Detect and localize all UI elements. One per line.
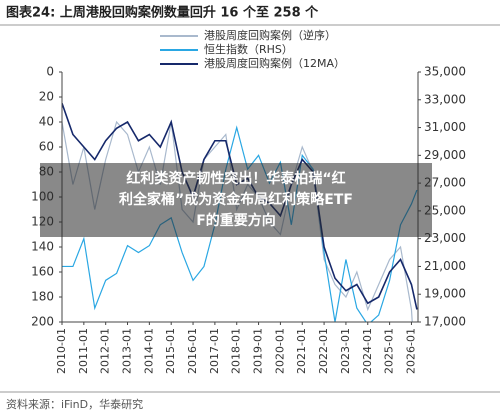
x-tick-label: 2010-01	[55, 328, 68, 374]
y-tick-label: 160	[31, 265, 54, 279]
x-tick-label: 2022-01	[317, 328, 330, 374]
y2-tick-label: 21,000	[424, 259, 466, 273]
y2-tick-label: 17,000	[424, 315, 466, 329]
y-tick-label: 180	[31, 290, 54, 304]
x-tick-label: 2025-01	[383, 328, 396, 374]
legend-label: 港股周度回购案例（12MA）	[204, 56, 345, 70]
y-tick-label: 200	[31, 315, 54, 329]
x-tick-label: 2015-01	[164, 328, 177, 374]
y-tick-label: 40	[39, 115, 54, 129]
banner-text: 利全家桶”成为资金布局红利策略ETF	[119, 191, 353, 208]
y2-tick-label: 35,000	[424, 65, 466, 79]
x-tick-label: 2018-01	[230, 328, 243, 374]
x-tick-label: 2012-01	[99, 328, 112, 374]
x-tick-label: 2019-01	[252, 328, 265, 374]
legend: 港股周度回购案例（逆序）恒生指数（RHS）港股周度回购案例（12MA）	[160, 28, 345, 70]
chart-title: 图表24: 上周港股回购案例数量回升 16 个至 258 个	[6, 5, 319, 21]
x-tick-label: 2023-01	[339, 328, 352, 374]
y-tick-label: 140	[31, 240, 54, 254]
y2-tick-label: 25,000	[424, 203, 466, 217]
y2-tick-label: 33,000	[424, 92, 466, 106]
x-tick-label: 2013-01	[121, 328, 134, 374]
x-tick-label: 2016-01	[186, 328, 199, 374]
x-tick-label: 2011-01	[77, 328, 90, 374]
y-tick-label: 20	[39, 90, 54, 104]
source: 资料来源：iFinD，华泰研究	[6, 397, 143, 411]
x-tick-label: 2021-01	[295, 328, 308, 374]
x-tick-label: 2026-01	[404, 328, 417, 374]
banner-text: 红利类资产韧性突出！华泰柏瑞“红	[126, 170, 345, 187]
series-line	[62, 125, 418, 322]
y-tick-label: 60	[39, 140, 54, 154]
y2-tick-label: 19,000	[424, 287, 466, 301]
y2-tick-label: 27,000	[424, 176, 466, 190]
banner-text: F的重要方向	[196, 212, 276, 229]
legend-label: 港股周度回购案例（逆序）	[204, 28, 336, 42]
banner-bg	[40, 163, 432, 237]
legend-label: 恒生指数（RHS）	[204, 42, 293, 56]
x-tick-label: 2020-01	[273, 328, 286, 374]
y2-tick-label: 23,000	[424, 231, 466, 245]
y2-tick-label: 31,000	[424, 120, 466, 134]
x-tick-label: 2024-01	[361, 328, 374, 374]
x-tick-label: 2014-01	[142, 328, 155, 374]
y2-tick-label: 29,000	[424, 148, 466, 162]
y-tick-label: 0	[46, 65, 54, 79]
x-tick-label: 2017-01	[208, 328, 221, 374]
